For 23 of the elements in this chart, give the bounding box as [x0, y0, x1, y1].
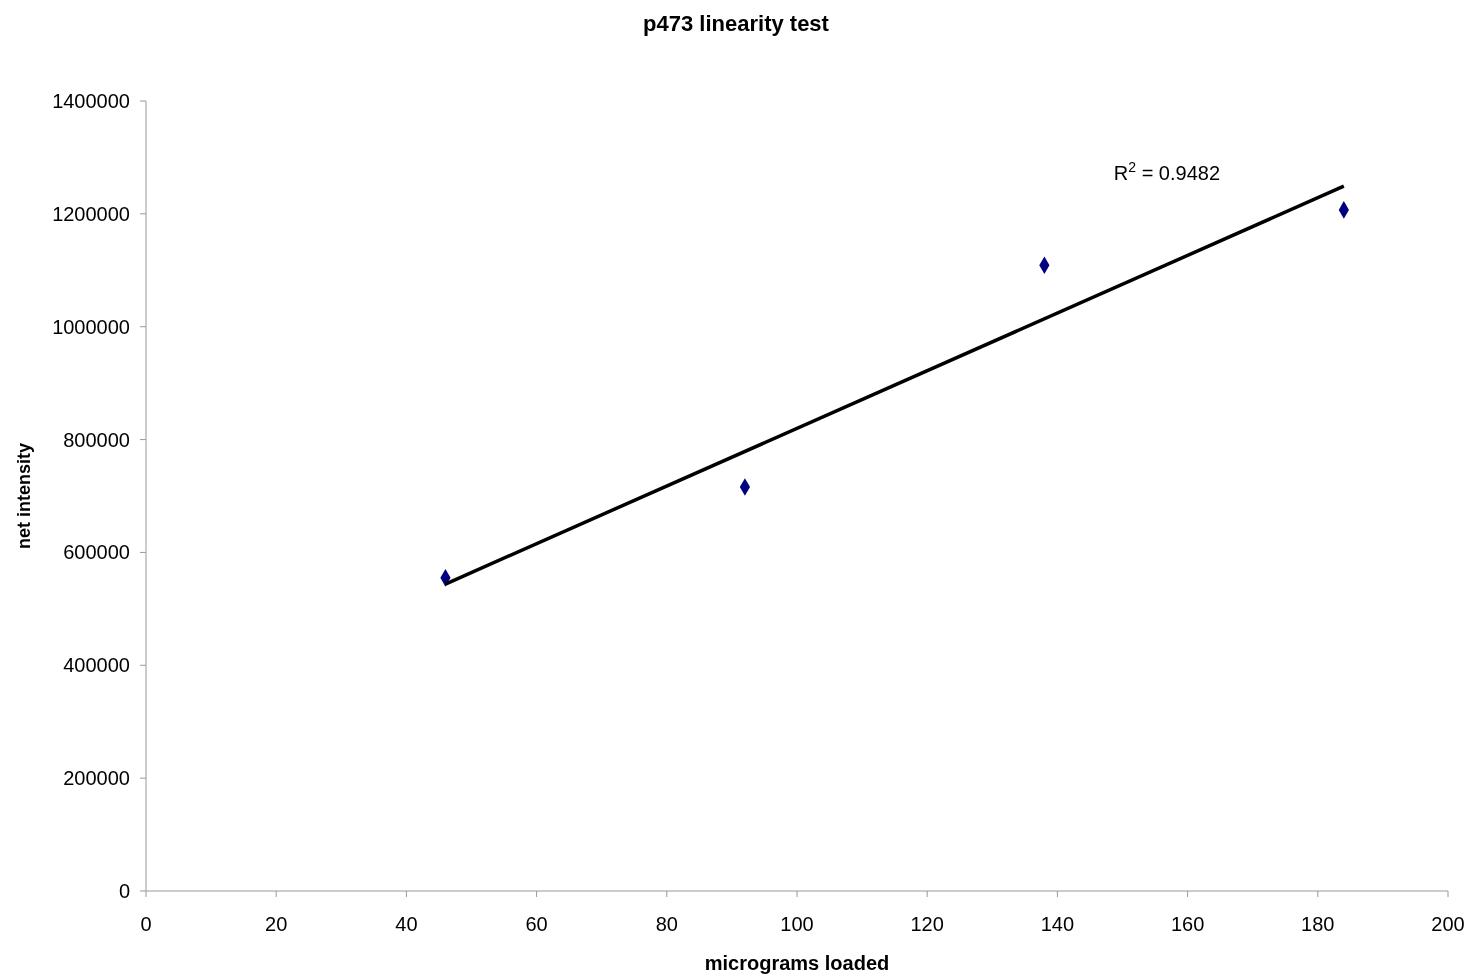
x-tick-label: 160 — [1170, 913, 1205, 935]
annotation: R$^{2}$ = 0.9482 — [1113, 159, 1221, 185]
x-tick-label: 0 — [140, 913, 152, 935]
x-tick-label: 80 — [655, 913, 678, 935]
y-tick-label: 0 — [118, 880, 130, 902]
x-tick-label: 120 — [910, 913, 944, 935]
x-tick-label: 100 — [780, 913, 814, 935]
x-tick-label: 140 — [1040, 913, 1075, 935]
y-tick-label: 200000 — [63, 767, 130, 790]
x-axis-title: micrograms loaded — [704, 952, 890, 974]
y-axis-title: net intensity — [14, 442, 34, 550]
y-tick-label: 1400000 — [52, 90, 130, 112]
x-tick-label: 20 — [265, 913, 288, 935]
x-tick-label: 40 — [395, 913, 418, 935]
x-tick-label: 180 — [1301, 913, 1335, 935]
x-tick-label: 200 — [1431, 913, 1465, 935]
y-tick-label: 600000 — [63, 541, 130, 564]
y-tick-label: 1000000 — [52, 315, 130, 338]
chart-title: p473 linearity test — [643, 11, 830, 36]
y-tick-label: 400000 — [63, 654, 130, 677]
y-tick-label: 1200000 — [52, 202, 130, 225]
y-tick-label: 800000 — [63, 428, 130, 451]
x-tick-label: 60 — [525, 913, 548, 935]
